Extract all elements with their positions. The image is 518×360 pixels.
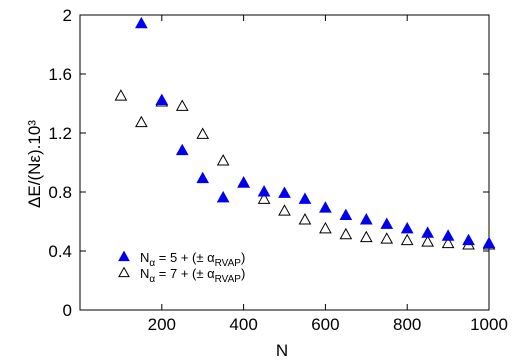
data-point-series-1: [218, 192, 229, 202]
data-point-series-1: [443, 230, 454, 240]
data-point-series-1: [340, 210, 351, 220]
data-point-series-1: [463, 235, 474, 245]
data-point-series-1: [279, 188, 290, 198]
data-point-series-2: [115, 90, 126, 100]
x-tick-label: 800: [393, 315, 421, 334]
data-point-series-1: [177, 145, 188, 155]
y-tick-label: 0.4: [48, 242, 72, 261]
data-point-series-2: [218, 155, 229, 165]
data-point-series-2: [402, 235, 413, 245]
x-axis-label: N: [276, 341, 288, 360]
legend: Nα = 5 + (± αRVAP)Nα = 7 + (± αRVAP): [119, 250, 245, 285]
data-point-series-2: [340, 229, 351, 239]
x-tick-label: 1000: [470, 315, 508, 334]
x-tick-label: 200: [148, 315, 176, 334]
data-point-series-1: [299, 193, 310, 203]
y-tick-label: 0.8: [48, 183, 72, 202]
data-point-series-2: [299, 214, 310, 224]
y-tick-label: 1.2: [48, 124, 72, 143]
y-tick-label: 0: [63, 301, 72, 320]
data-point-series-1: [136, 18, 147, 28]
y-tick-label: 1.6: [48, 65, 72, 84]
data-point-series-1: [361, 214, 372, 224]
data-point-series-2: [197, 129, 208, 139]
data-point-series-1: [381, 219, 392, 229]
data-point-series-1: [197, 173, 208, 183]
y-tick-label: 2: [63, 6, 72, 25]
data-point-series-2: [177, 101, 188, 111]
data-point-series-1: [320, 202, 331, 212]
data-point-series-1: [484, 238, 495, 248]
legend-marker: [119, 268, 129, 277]
data-point-series-2: [381, 233, 392, 243]
axis-ticks: 200 400 600 800 1000 0 0.4 0.8 1.2 1.6 2: [48, 6, 508, 334]
data-point-series-2: [361, 232, 372, 242]
data-point-series-2: [320, 223, 331, 233]
data-point-series-1: [422, 227, 433, 237]
data-point-series-1: [156, 95, 167, 105]
x-tick-label: 400: [229, 315, 257, 334]
y-axis-label: ΔE/(Nε).10³: [25, 120, 44, 208]
data-point-series-1: [259, 186, 270, 196]
data-point-series-2: [136, 117, 147, 127]
data-point-series-1: [238, 177, 249, 187]
legend-marker: [119, 252, 129, 261]
data-points: [115, 18, 494, 249]
x-tick-label: 600: [311, 315, 339, 334]
data-point-series-1: [402, 223, 413, 233]
data-point-series-2: [279, 205, 290, 215]
